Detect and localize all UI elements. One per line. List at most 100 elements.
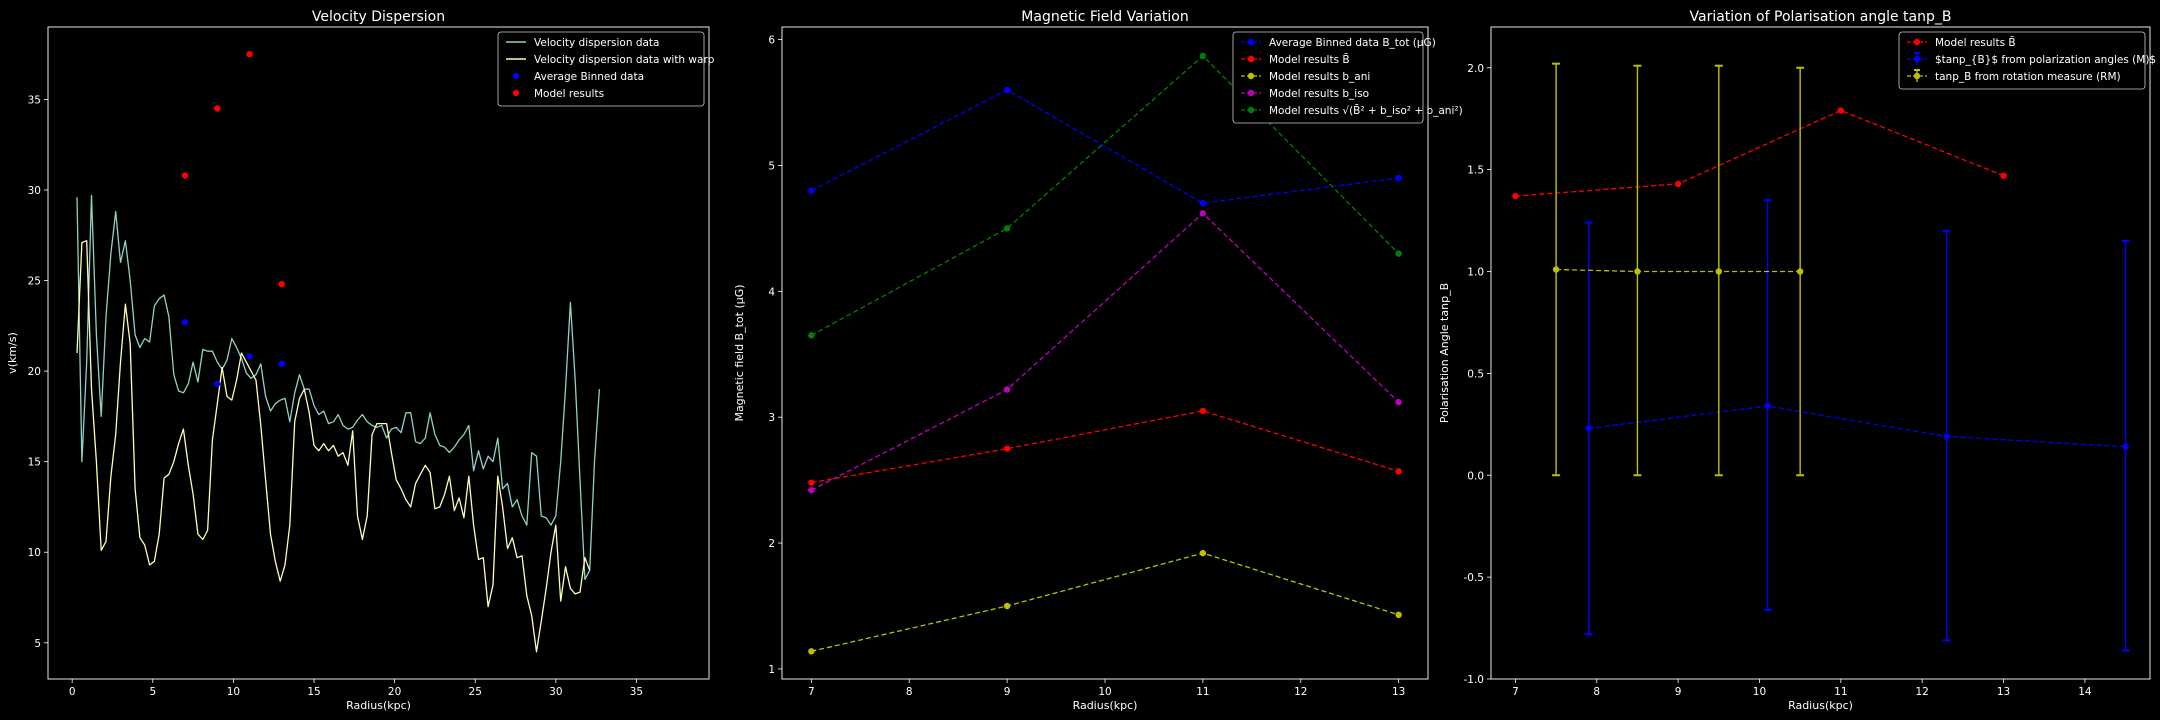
series-5 (808, 52, 1402, 339)
y-tick-label: 25 (28, 276, 41, 288)
data-point (808, 648, 815, 655)
legend-label: Model results (534, 88, 604, 100)
data-point (1796, 268, 1804, 275)
y-tick-label: 1.0 (1467, 267, 1484, 279)
chart-title: Velocity Dispersion (312, 9, 445, 25)
data-point (1003, 445, 1011, 452)
series-3 (181, 319, 285, 387)
chart-3: Variation of Polarisation angle tanp_B 7 8… (1438, 9, 2156, 712)
data-point (1199, 200, 1207, 207)
data-point (1003, 602, 1011, 610)
legend-label: Model results B̄ (1935, 36, 2016, 49)
x-tick-label: 11 (1196, 686, 1209, 698)
x-tick-label: 8 (906, 686, 913, 698)
y-tick-label: 10 (28, 547, 41, 559)
series-3 (1552, 62, 1805, 477)
legend-label: Velocity dispersion data with warp (534, 54, 715, 66)
x-tick-label: 7 (808, 686, 815, 698)
legend: Velocity dispersion data Velocity dispers… (497, 31, 715, 107)
series-1 (76, 194, 601, 581)
legend-box (1232, 31, 1424, 124)
x-tick-label: 10 (1098, 686, 1111, 698)
y-tick-label: 6 (768, 35, 775, 47)
legend-marker (1913, 55, 1921, 63)
data-point (1395, 250, 1402, 257)
x-tick-label: 13 (1997, 686, 2010, 698)
data-point (1003, 86, 1011, 94)
x-tick-label: 0 (69, 686, 76, 698)
y-tick-label: -1.0 (1464, 674, 1485, 686)
series-line (1588, 405, 2126, 448)
data-point (1764, 402, 1771, 410)
chart-title: Magnetic Field Variation (1021, 9, 1188, 25)
legend-label: Model results B̄ (1269, 53, 1350, 66)
x-tick-label: 9 (1675, 686, 1682, 698)
series-3 (808, 549, 1402, 655)
series-2 (1584, 199, 2130, 652)
y-tick-label: 35 (28, 94, 41, 106)
series-line (811, 89, 1399, 204)
legend-marker (1913, 38, 1921, 46)
legend-label: Model results √(B̄² + b_iso² + b_ani²) (1269, 104, 1463, 117)
series-line (811, 212, 1400, 491)
y-tick-label: 20 (28, 366, 41, 378)
series-line (76, 194, 601, 581)
x-tick-label: 12 (1294, 686, 1307, 698)
legend-box (497, 31, 705, 107)
legend-label: Velocity dispersion data (534, 37, 659, 49)
y-axis-label: Polarisation Angle tanp_B (1438, 283, 1451, 423)
plot-frame (1490, 26, 2151, 680)
data-point (1199, 210, 1207, 217)
series-line (811, 55, 1400, 336)
y-tick-label: 0.0 (1467, 470, 1484, 482)
x-tick-label: 25 (469, 686, 482, 698)
series-2 (76, 240, 591, 653)
data-point (214, 380, 221, 387)
data-point (808, 486, 815, 494)
data-point (278, 360, 285, 368)
y-tick-label: 1.5 (1467, 165, 1484, 177)
legend-marker (1913, 72, 1921, 80)
legend-label: $tanp_{B}$ from polarization angles (M)$ (1935, 54, 2156, 66)
y-tick-label: 1 (768, 664, 775, 676)
series-line (811, 552, 1399, 652)
x-tick-label: 15 (307, 686, 320, 698)
legend-label: Average Binned data B_tot (μG) (1269, 37, 1436, 49)
legend-marker (1247, 89, 1255, 97)
data-point (1512, 192, 1519, 200)
plot-frame (781, 26, 1429, 680)
legend-marker (1247, 72, 1255, 80)
x-tick-label: 11 (1834, 686, 1847, 698)
data-point (2000, 172, 2007, 179)
data-point (1003, 386, 1011, 393)
x-tick-label: 12 (1916, 686, 1929, 698)
data-point (1003, 225, 1011, 232)
data-point (214, 105, 221, 112)
chart-1: Velocity Dispersion 0 5 10 15 20 25 30 35 5 10 15 20… (6, 9, 715, 712)
series-1 (808, 86, 1402, 207)
data-point (1943, 433, 1950, 440)
series-line (1515, 109, 2004, 197)
x-tick-label: 35 (630, 686, 643, 698)
data-point (1395, 398, 1402, 406)
series-1 (1512, 107, 2007, 200)
x-tick-label: 10 (1753, 686, 1766, 698)
y-tick-label: 15 (28, 457, 41, 469)
legend: Average Binned data B_tot (μG) Model resu… (1232, 31, 1463, 124)
data-point (1199, 549, 1207, 557)
y-tick-label: 30 (28, 185, 41, 197)
series-4 (808, 210, 1402, 494)
x-tick-label: 5 (149, 686, 156, 698)
y-tick-label: 0.5 (1467, 368, 1484, 380)
data-point (1395, 468, 1402, 475)
y-tick-label: 2 (768, 538, 775, 550)
data-point (1715, 268, 1723, 275)
data-point (1395, 611, 1402, 619)
data-point (1585, 425, 1592, 432)
series-line (76, 240, 591, 653)
x-axis-label: Radius(kpc) (346, 699, 411, 712)
data-point (2122, 443, 2129, 450)
x-tick-label: 9 (1004, 686, 1011, 698)
data-point (246, 353, 253, 360)
